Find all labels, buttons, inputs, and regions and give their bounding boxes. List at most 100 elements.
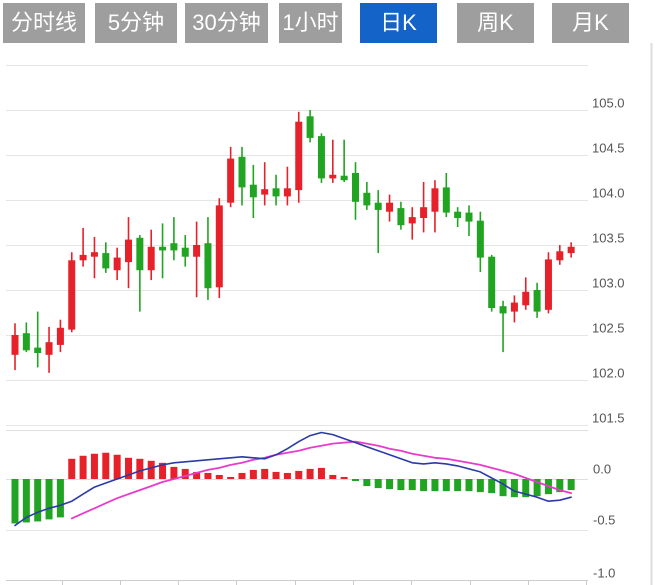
macd-bar bbox=[408, 479, 416, 491]
candle-body bbox=[215, 205, 223, 288]
macd-bar bbox=[556, 479, 564, 493]
gridlines bbox=[6, 0, 653, 585]
macd-bar bbox=[465, 479, 473, 492]
candle-body bbox=[454, 211, 462, 218]
candle-body bbox=[79, 254, 87, 261]
macd-bar bbox=[159, 462, 167, 479]
macd-bar bbox=[45, 479, 53, 520]
candle-body bbox=[499, 306, 507, 314]
macd-bar bbox=[238, 472, 246, 479]
candle-body bbox=[306, 116, 314, 138]
candle-body bbox=[567, 246, 575, 254]
price-axis-label: 103.5 bbox=[592, 230, 625, 245]
macd-bar bbox=[317, 467, 325, 479]
macd-bar bbox=[522, 479, 530, 498]
macd-bar bbox=[420, 479, 428, 492]
candle-body bbox=[431, 188, 439, 212]
candle-body bbox=[317, 136, 325, 179]
candle-body bbox=[249, 184, 257, 198]
candle-body bbox=[261, 189, 269, 195]
tab-daily-k[interactable]: 日K bbox=[360, 3, 437, 43]
tab-5min[interactable]: 5分钟 bbox=[95, 3, 177, 43]
candle-body bbox=[238, 156, 246, 188]
macd-bar bbox=[306, 468, 314, 479]
macd-lines bbox=[14, 431, 572, 527]
macd-bar bbox=[363, 479, 371, 487]
candle-body bbox=[147, 246, 155, 271]
candle-body bbox=[193, 245, 201, 257]
candle-body bbox=[510, 302, 518, 312]
price-axis-label: 105.0 bbox=[592, 95, 625, 110]
macd-bar bbox=[340, 476, 348, 479]
candle-body bbox=[544, 259, 552, 310]
price-axis-label: 104.5 bbox=[592, 140, 625, 155]
candle-body bbox=[102, 253, 110, 269]
macd-bar bbox=[374, 479, 382, 489]
macd-bar bbox=[386, 479, 394, 490]
macd-bar bbox=[442, 479, 450, 492]
price-axis-label: 102.0 bbox=[592, 365, 625, 380]
candle-body bbox=[488, 256, 496, 308]
tab-monthly-k[interactable]: 月K bbox=[552, 3, 629, 43]
indicator-axis-label: -0.5 bbox=[593, 512, 615, 527]
candles bbox=[11, 110, 575, 373]
macd-bar bbox=[272, 471, 280, 479]
macd-bar bbox=[352, 479, 359, 482]
tab-1hour[interactable]: 1小时 bbox=[279, 3, 342, 43]
macd-bar bbox=[79, 455, 87, 479]
candle-body bbox=[272, 188, 280, 197]
candle-body bbox=[420, 207, 428, 218]
tab-30min[interactable]: 30分钟 bbox=[185, 3, 268, 43]
macd-bar bbox=[181, 468, 189, 479]
indicator-axis-label: -1.0 bbox=[593, 565, 615, 580]
macd-bar bbox=[147, 460, 155, 479]
macd-bar bbox=[34, 479, 42, 522]
candle-body bbox=[56, 327, 64, 345]
macd-bar bbox=[170, 466, 178, 479]
candle-body bbox=[159, 246, 167, 251]
candle-body bbox=[522, 291, 530, 306]
candle-body bbox=[397, 208, 405, 226]
dea-line bbox=[70, 440, 572, 520]
macd-bar bbox=[510, 479, 518, 498]
macd-bar bbox=[261, 468, 269, 479]
price-axis-label: 103.0 bbox=[592, 275, 625, 290]
macd-bar bbox=[113, 454, 121, 479]
candle-body bbox=[408, 217, 416, 224]
macd-bar bbox=[499, 479, 507, 497]
candle-body bbox=[45, 342, 53, 355]
macd-histogram bbox=[11, 452, 575, 524]
macd-bar bbox=[329, 474, 337, 479]
macd-bar bbox=[22, 479, 30, 523]
candle-body bbox=[295, 121, 303, 191]
candle-body bbox=[340, 175, 348, 181]
price-axis-label: 101.5 bbox=[592, 410, 625, 425]
candle-body bbox=[11, 335, 19, 355]
macd-bar bbox=[68, 458, 76, 479]
macd-bar bbox=[533, 479, 541, 497]
macd-bar bbox=[295, 470, 303, 479]
candle-body bbox=[34, 347, 42, 353]
macd-bar bbox=[11, 479, 19, 524]
tab-timeline[interactable]: 分时线 bbox=[3, 3, 85, 43]
macd-bar bbox=[454, 479, 462, 492]
tab-weekly-k[interactable]: 周K bbox=[457, 3, 534, 43]
macd-bar bbox=[397, 479, 405, 491]
macd-bar bbox=[567, 479, 575, 491]
candle-body bbox=[556, 251, 564, 261]
price-axis-label: 104.0 bbox=[592, 185, 625, 200]
candle-body bbox=[386, 202, 394, 212]
candle-body bbox=[352, 173, 359, 202]
candle-body bbox=[22, 333, 30, 351]
candle-body bbox=[465, 212, 473, 222]
timeframe-tabbar: 分时线 5分钟 30分钟 1小时 日K 周K 月K bbox=[0, 0, 655, 43]
macd-bar bbox=[102, 452, 110, 479]
macd-bar bbox=[249, 469, 257, 479]
macd-bar bbox=[193, 471, 201, 479]
candle-body bbox=[136, 237, 144, 271]
macd-bar bbox=[125, 457, 132, 479]
axis-labels: 105.0 104.5 104.0 103.5 103.0 102.5 102.0 101.5… bbox=[592, 95, 625, 580]
candle-body bbox=[227, 158, 235, 203]
macd-bar bbox=[90, 453, 98, 479]
